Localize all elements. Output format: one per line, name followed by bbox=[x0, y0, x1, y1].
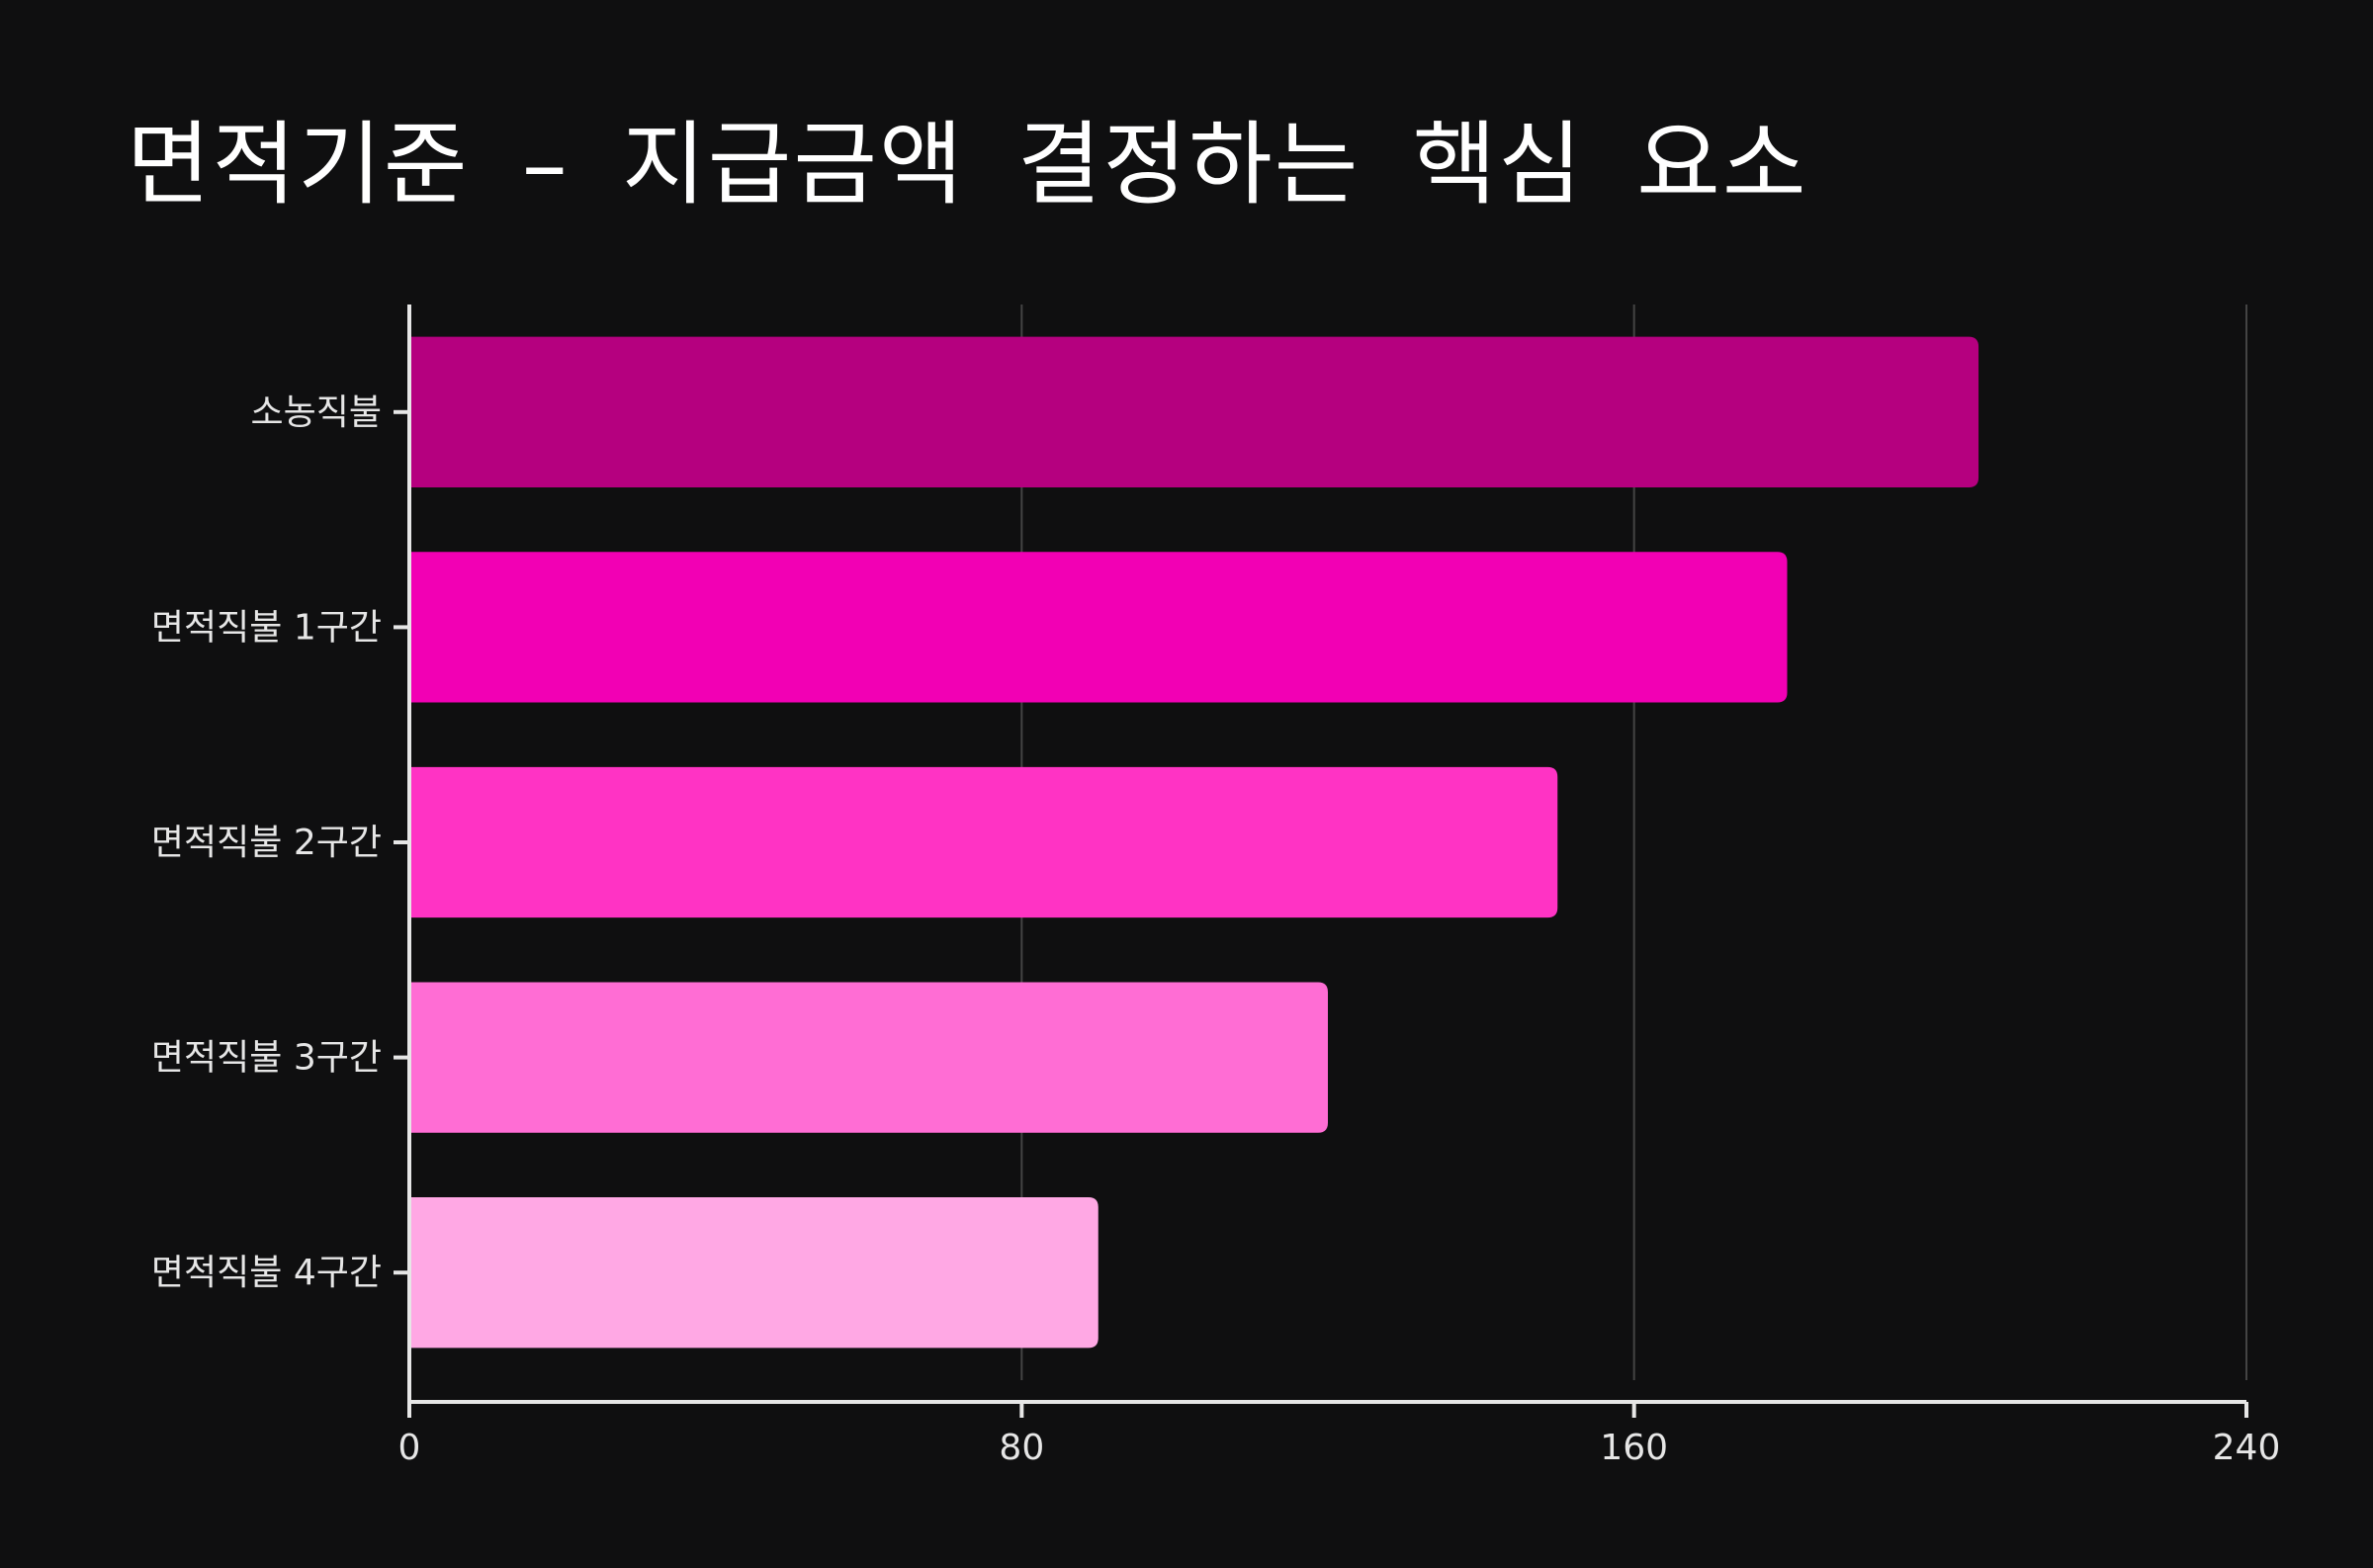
bar bbox=[409, 1197, 1099, 1349]
bar bbox=[409, 336, 1979, 487]
y-tick-label: 면적직불 4구간 bbox=[151, 1253, 382, 1293]
x-tick-label: 240 bbox=[2213, 1428, 2281, 1468]
bar bbox=[409, 982, 1328, 1133]
x-tick-label: 0 bbox=[398, 1428, 421, 1468]
y-tick-label: 면적직불 3구간 bbox=[151, 1038, 382, 1079]
y-tick-label: 소농직불 bbox=[251, 392, 382, 433]
bar bbox=[409, 766, 1558, 918]
bars bbox=[409, 336, 1979, 1349]
x-tick-label: 160 bbox=[1600, 1428, 1668, 1468]
bar bbox=[409, 552, 1788, 703]
y-tick-label: 면적직불 2구간 bbox=[151, 823, 382, 863]
chart-title: 면적기준 – 지급금액 결정하는 핵심 요소 bbox=[127, 112, 1808, 218]
axes bbox=[394, 305, 2248, 1418]
x-tick-label: 80 bbox=[999, 1428, 1044, 1468]
y-tick-label: 면적직불 1구간 bbox=[151, 607, 382, 648]
